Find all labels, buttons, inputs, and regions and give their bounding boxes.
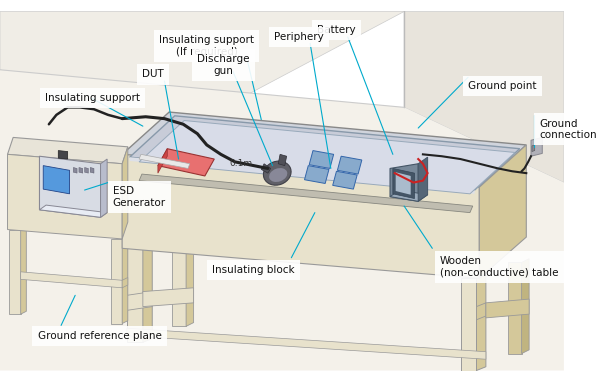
Polygon shape <box>20 227 26 314</box>
Polygon shape <box>390 164 418 201</box>
Polygon shape <box>122 277 128 288</box>
Polygon shape <box>122 147 128 239</box>
Polygon shape <box>337 156 362 174</box>
Text: ESD
Generator: ESD Generator <box>113 186 166 208</box>
Polygon shape <box>101 159 107 217</box>
Text: DUT: DUT <box>142 70 164 79</box>
Text: Insulating block: Insulating block <box>212 265 295 275</box>
Text: Wooden
(non-conductive) table: Wooden (non-conductive) table <box>440 256 559 277</box>
Text: Discharge
gun: Discharge gun <box>197 54 250 76</box>
Polygon shape <box>20 272 122 288</box>
Polygon shape <box>10 230 20 314</box>
Polygon shape <box>40 156 101 217</box>
Polygon shape <box>73 167 77 173</box>
Text: Ground reference plane: Ground reference plane <box>38 331 161 341</box>
Text: 0.1m: 0.1m <box>229 159 252 168</box>
Ellipse shape <box>263 161 291 185</box>
Polygon shape <box>127 248 143 342</box>
Polygon shape <box>127 291 152 310</box>
Polygon shape <box>532 145 535 152</box>
Polygon shape <box>0 11 404 126</box>
Polygon shape <box>111 239 122 324</box>
Polygon shape <box>186 228 194 326</box>
Text: Insulating support: Insulating support <box>45 93 140 103</box>
Polygon shape <box>393 168 415 199</box>
Polygon shape <box>127 328 486 359</box>
Polygon shape <box>476 303 486 320</box>
Polygon shape <box>158 149 214 176</box>
Polygon shape <box>122 236 128 324</box>
Polygon shape <box>521 259 529 354</box>
Text: Battery: Battery <box>317 25 356 35</box>
Polygon shape <box>278 154 287 166</box>
Text: Insulating support
(If required): Insulating support (If required) <box>159 36 254 57</box>
Polygon shape <box>143 288 194 307</box>
Polygon shape <box>261 164 271 173</box>
Polygon shape <box>139 174 473 213</box>
Polygon shape <box>479 145 526 278</box>
Polygon shape <box>461 278 476 371</box>
Polygon shape <box>172 232 186 326</box>
Polygon shape <box>158 149 167 173</box>
Polygon shape <box>79 167 83 173</box>
Polygon shape <box>143 244 152 342</box>
Text: Ground
connection: Ground connection <box>539 119 597 140</box>
Polygon shape <box>476 275 486 371</box>
Polygon shape <box>531 138 542 156</box>
Text: Periphery: Periphery <box>274 32 324 42</box>
Polygon shape <box>130 116 520 190</box>
Polygon shape <box>309 151 334 168</box>
Polygon shape <box>122 112 526 187</box>
Polygon shape <box>8 138 128 164</box>
Polygon shape <box>486 299 529 318</box>
Polygon shape <box>305 166 329 183</box>
Polygon shape <box>85 167 88 173</box>
Polygon shape <box>404 11 564 183</box>
Polygon shape <box>40 205 107 217</box>
Ellipse shape <box>269 168 287 182</box>
Polygon shape <box>43 166 70 194</box>
Polygon shape <box>390 190 428 201</box>
Text: Ground point: Ground point <box>468 81 536 91</box>
Polygon shape <box>130 157 475 194</box>
Polygon shape <box>0 70 564 371</box>
Polygon shape <box>395 172 411 195</box>
Polygon shape <box>508 262 521 354</box>
Polygon shape <box>90 167 94 173</box>
Polygon shape <box>418 157 428 201</box>
Polygon shape <box>139 120 515 194</box>
Polygon shape <box>332 171 357 189</box>
Polygon shape <box>58 151 68 159</box>
Polygon shape <box>8 154 122 239</box>
Polygon shape <box>139 154 190 168</box>
Polygon shape <box>122 154 479 278</box>
